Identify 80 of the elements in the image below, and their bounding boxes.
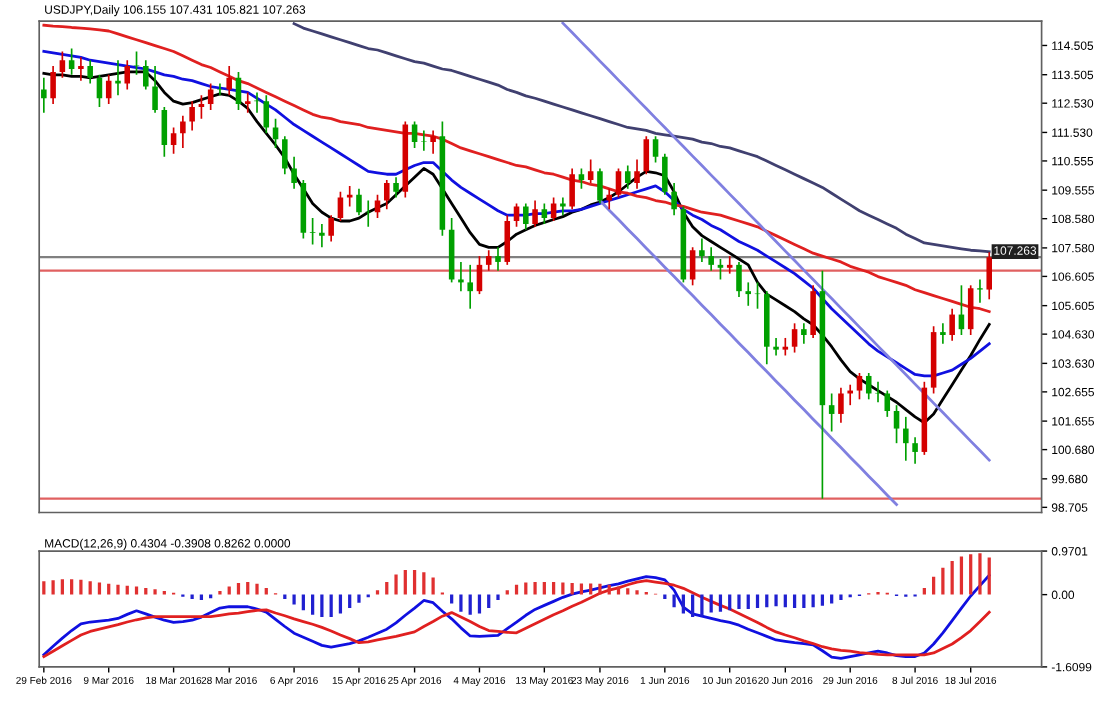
candlestick <box>346 185 353 208</box>
candlestick <box>523 202 529 231</box>
candlestick <box>291 155 297 190</box>
candlestick <box>124 59 131 91</box>
candlestick <box>541 202 548 225</box>
candlestick <box>597 167 603 205</box>
candlestick <box>587 158 594 184</box>
candlestick <box>745 281 752 307</box>
candlestick <box>782 337 789 357</box>
candlestick <box>634 158 640 190</box>
candlestick <box>865 372 872 401</box>
candlestick <box>884 389 891 418</box>
candlestick <box>328 214 334 243</box>
candlestick <box>356 188 362 216</box>
candlestick <box>41 76 47 114</box>
candlestick <box>569 167 575 211</box>
candlestick <box>578 167 585 190</box>
candlestick <box>986 251 993 301</box>
candlestick <box>967 284 974 336</box>
candlestick <box>226 65 232 97</box>
candlestick <box>624 164 631 190</box>
candlestick <box>133 50 140 76</box>
candlestick <box>198 94 205 120</box>
candlestick <box>828 392 835 433</box>
line-series <box>42 50 991 378</box>
candlestick <box>912 436 918 465</box>
candlestick <box>652 135 659 164</box>
candlestick <box>207 82 214 111</box>
line-series <box>598 199 898 506</box>
candlestick <box>244 91 251 114</box>
candlestick <box>893 404 900 445</box>
candlestick <box>50 65 56 105</box>
candlestick <box>773 337 779 357</box>
candlestick <box>282 135 288 176</box>
candlestick <box>791 322 798 354</box>
candlestick <box>699 237 705 263</box>
candlestick <box>59 50 66 79</box>
candlestick <box>189 100 195 132</box>
candlestick <box>495 246 501 272</box>
candlestick <box>152 65 158 114</box>
candlestick <box>170 126 177 155</box>
candlestick <box>662 152 668 196</box>
candlestick <box>309 217 316 246</box>
candlestick <box>606 188 612 211</box>
candlestick <box>560 196 566 216</box>
candlestick <box>977 278 983 304</box>
candlestick <box>180 114 186 149</box>
candlestick <box>940 322 946 345</box>
candlestick <box>726 255 733 275</box>
candlestick <box>903 416 909 462</box>
candlestick <box>504 214 511 266</box>
candlestick <box>458 261 464 293</box>
candlestick <box>513 202 520 228</box>
candlestick <box>319 223 325 249</box>
candlestick <box>272 117 279 149</box>
candlestick <box>532 199 538 228</box>
candlestick <box>430 129 436 155</box>
candlestick <box>393 176 399 199</box>
candlestick <box>383 179 390 211</box>
candlestick <box>801 322 807 345</box>
candlestick <box>810 284 816 339</box>
candlestick <box>838 386 844 424</box>
candlestick <box>87 59 93 85</box>
candlestick <box>143 59 149 91</box>
candlestick <box>78 56 84 82</box>
candlestick <box>550 196 557 222</box>
line-series <box>561 21 991 462</box>
candlestick <box>708 246 714 272</box>
candlestick <box>485 249 492 272</box>
candlestick <box>421 129 427 152</box>
candlestick <box>161 106 168 158</box>
candlestick <box>736 261 742 298</box>
candlestick <box>615 167 622 199</box>
candlestick <box>856 372 863 401</box>
candlestick <box>671 182 677 216</box>
candlestick <box>949 307 955 342</box>
candlestick <box>115 59 121 97</box>
candlestick <box>467 264 473 310</box>
candlestick <box>68 47 75 76</box>
candlestick <box>717 258 724 281</box>
